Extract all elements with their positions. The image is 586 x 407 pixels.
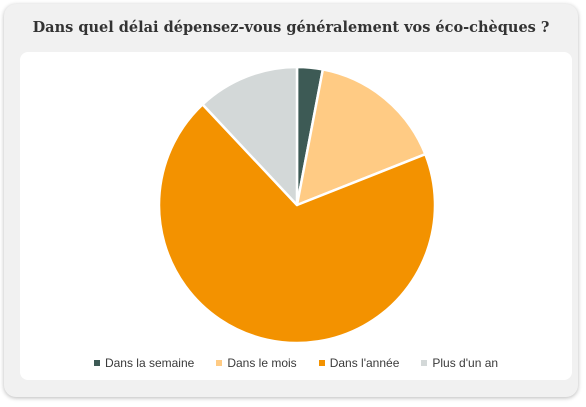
pie-slice-dans-l-ann-e[interactable]: [157, 103, 437, 345]
chart-legend: Dans la semaine Dans le mois Dans l'année P…: [20, 356, 572, 370]
legend-item-plus-d-un-an[interactable]: Plus d'un an: [421, 356, 498, 370]
legend-swatch: [93, 360, 100, 366]
legend-swatch: [318, 360, 325, 366]
legend-label: Plus d'un an: [432, 356, 499, 370]
legend-label: Dans l'année: [329, 356, 400, 370]
pie-chart: [157, 65, 437, 345]
legend-swatch: [216, 360, 223, 366]
chart-card: Dans quel délai dépensez-vous généraleme…: [4, 4, 578, 397]
chart-panel: Dans la semaine Dans le mois Dans l'année P…: [20, 52, 572, 380]
legend-item-dans-l-ann-e[interactable]: Dans l'année: [318, 356, 400, 370]
legend-swatch: [421, 360, 428, 366]
pie-slice-plus-d-un-an[interactable]: [201, 65, 299, 207]
pie-slice-dans-le-mois[interactable]: [295, 68, 427, 207]
chart-title: Dans quel délai dépensez-vous généraleme…: [32, 19, 550, 36]
legend-item-dans-la-semaine[interactable]: Dans la semaine: [93, 356, 195, 370]
legend-label: Dans la semaine: [104, 356, 195, 370]
legend-item-dans-le-mois[interactable]: Dans le mois: [216, 356, 297, 370]
legend-label: Dans le mois: [227, 356, 297, 370]
